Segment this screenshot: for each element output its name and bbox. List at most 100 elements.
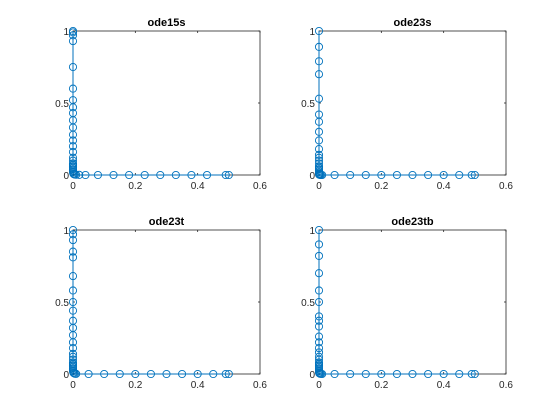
y-tick-label: 1 bbox=[63, 27, 69, 38]
data-point bbox=[68, 253, 78, 262]
data-point bbox=[314, 269, 324, 278]
x-tick-label: 0 bbox=[70, 380, 76, 391]
data-point bbox=[314, 344, 324, 353]
x-tick-label: 0.4 bbox=[437, 380, 451, 391]
data-point bbox=[361, 170, 370, 180]
data-point bbox=[125, 170, 134, 180]
data-point bbox=[75, 170, 84, 179]
data-point bbox=[467, 170, 476, 180]
data-point bbox=[156, 170, 165, 180]
data-point bbox=[314, 26, 324, 36]
x-tick-label: 0 bbox=[70, 181, 76, 192]
data-point bbox=[377, 170, 386, 180]
data-point bbox=[314, 136, 324, 145]
y-tick-label: 0.5 bbox=[301, 99, 315, 110]
data-point bbox=[314, 286, 324, 295]
data-point bbox=[100, 369, 109, 379]
data-point bbox=[314, 57, 324, 66]
data-point bbox=[455, 369, 464, 379]
data-point bbox=[346, 369, 355, 379]
x-tick-label: 0.2 bbox=[128, 181, 142, 192]
data-point bbox=[68, 84, 78, 93]
data-point bbox=[146, 369, 155, 379]
y-tick-label: 0 bbox=[309, 370, 315, 381]
x-tick-label: 0.4 bbox=[191, 380, 205, 391]
data-point bbox=[408, 369, 417, 379]
subplot-title: ode23s bbox=[394, 17, 432, 29]
data-point bbox=[68, 297, 78, 307]
data-point bbox=[330, 369, 339, 379]
x-tick-label: 0.2 bbox=[128, 380, 142, 391]
data-point bbox=[140, 170, 149, 180]
y-tick-label: 0 bbox=[63, 171, 69, 182]
data-point bbox=[392, 369, 401, 379]
subplot-ode23tb: ode23tb 0 0.2 0.4 0.6 0 0.5 1 bbox=[301, 216, 513, 391]
data-point bbox=[318, 369, 327, 379]
data-point bbox=[68, 344, 78, 353]
subplot-title: ode23t bbox=[149, 216, 185, 228]
y-tick-label: 1 bbox=[309, 226, 315, 237]
data-point bbox=[68, 136, 78, 145]
data-point bbox=[115, 369, 124, 379]
y-tick-label: 0.5 bbox=[55, 99, 69, 110]
axes-box bbox=[72, 30, 261, 176]
subplot-title: ode15s bbox=[148, 17, 186, 29]
x-tick-label: 0 bbox=[316, 380, 322, 391]
data-point bbox=[109, 170, 118, 180]
x-tick-label: 0 bbox=[316, 181, 322, 192]
x-tick-label: 0.6 bbox=[253, 380, 267, 391]
y-tick-label: 0 bbox=[309, 171, 315, 182]
data-point bbox=[314, 94, 324, 103]
subplot-ode23s: ode23s 0 0.2 0.4 0.6 0 0.5 1 bbox=[301, 17, 513, 192]
data-point bbox=[467, 369, 476, 379]
y-tick-label: 0.5 bbox=[301, 298, 315, 309]
x-tick-label: 0.6 bbox=[253, 181, 267, 192]
data-point bbox=[68, 349, 78, 358]
data-point bbox=[93, 170, 102, 180]
data-point bbox=[314, 225, 324, 235]
data-point bbox=[72, 170, 81, 179]
subplot-title: ode23tb bbox=[391, 216, 433, 228]
data-point bbox=[68, 247, 78, 256]
x-tick-label: 0.4 bbox=[191, 181, 205, 192]
y-tick-label: 0 bbox=[63, 370, 69, 381]
data-point bbox=[187, 170, 196, 180]
data-point bbox=[455, 170, 464, 180]
data-point bbox=[408, 170, 417, 180]
data-point bbox=[314, 127, 324, 136]
data-point bbox=[314, 117, 324, 126]
data-point bbox=[131, 369, 140, 379]
data-point bbox=[314, 322, 324, 331]
data-point bbox=[224, 170, 233, 180]
data-point bbox=[68, 286, 78, 295]
data-point bbox=[439, 369, 448, 379]
data-point bbox=[68, 338, 78, 347]
data-point bbox=[314, 240, 324, 249]
data-point bbox=[81, 170, 90, 180]
data-point bbox=[68, 28, 78, 37]
data-point bbox=[314, 153, 324, 162]
data-point bbox=[68, 37, 78, 46]
data-point bbox=[209, 369, 218, 379]
data-point bbox=[193, 369, 202, 379]
axes-box bbox=[72, 229, 261, 375]
data-point bbox=[68, 272, 78, 281]
data-point bbox=[314, 150, 324, 159]
data-point bbox=[68, 147, 78, 157]
data-point bbox=[178, 369, 187, 379]
subplot-ode23t: ode23t 0 0.2 0.4 0.6 0 0.5 1 bbox=[55, 216, 267, 391]
data-point bbox=[314, 145, 324, 154]
data-point bbox=[314, 70, 324, 79]
data-point bbox=[221, 369, 230, 379]
data-point bbox=[318, 170, 327, 180]
x-tick-label: 0.6 bbox=[499, 380, 513, 391]
data-point bbox=[162, 369, 171, 379]
x-tick-label: 0.4 bbox=[437, 181, 451, 192]
data-point bbox=[346, 170, 355, 180]
data-point bbox=[314, 297, 324, 307]
data-point bbox=[424, 170, 433, 180]
data-point bbox=[224, 369, 233, 379]
x-tick-label: 0.2 bbox=[374, 181, 388, 192]
axes-box bbox=[318, 229, 507, 375]
